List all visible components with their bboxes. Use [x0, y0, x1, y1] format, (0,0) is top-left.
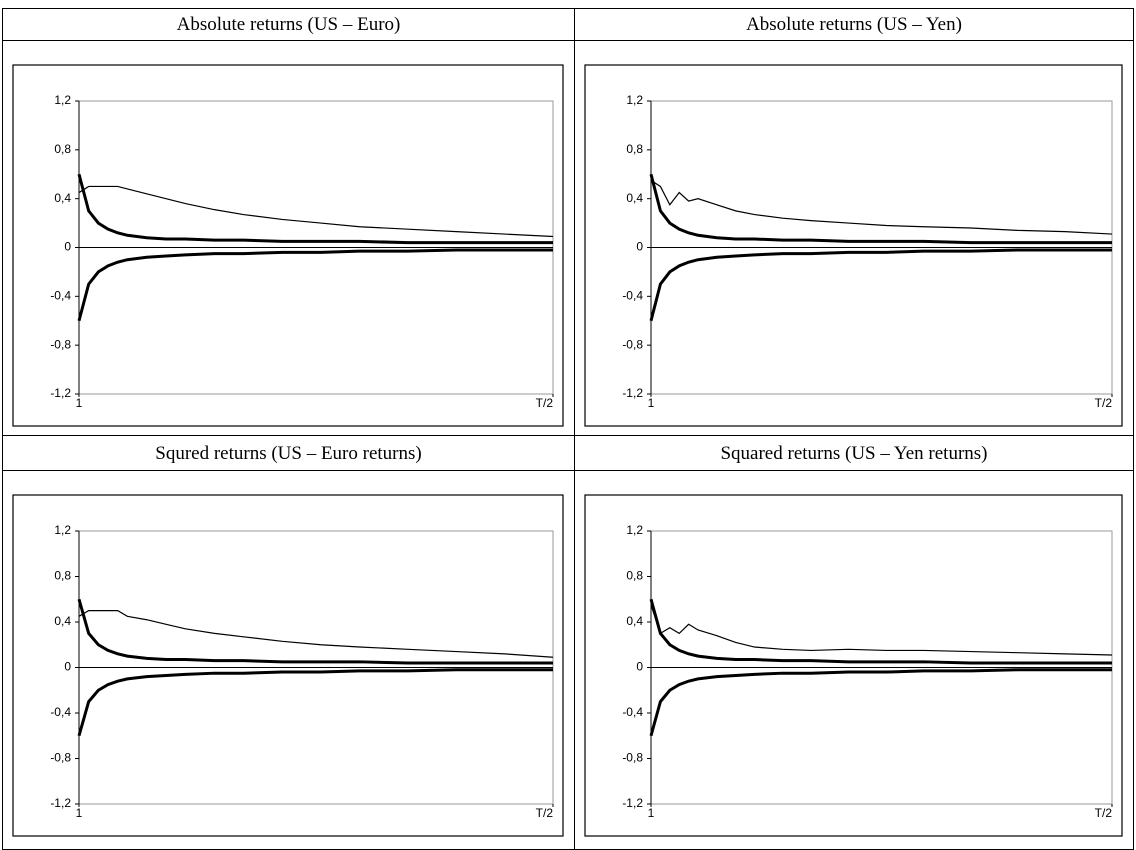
y-tick-label: 0,4: [626, 614, 643, 628]
y-tick-label: 0: [64, 660, 71, 674]
chart-frame: [584, 494, 1123, 837]
cell-title: Squared returns (US – Yen returns): [574, 435, 1134, 471]
y-tick-label: -1,2: [50, 796, 71, 810]
y-tick-label: 0,8: [54, 142, 71, 156]
x-tick-label: 1: [648, 396, 655, 410]
chart: 1,2 0,8 0,4 0 -0,4 -0,8 -1,2 1 T/2: [584, 64, 1123, 427]
y-tick-label: 0: [636, 660, 643, 674]
series-line: [649, 668, 1112, 737]
series-line: [649, 173, 1112, 245]
y-tick-label: -0,8: [50, 751, 71, 765]
x-tick-label: T/2: [536, 806, 554, 820]
chart-frame: [584, 64, 1123, 427]
series-line: [77, 598, 553, 665]
series-line: [78, 610, 554, 658]
y-tick-label: 0,8: [626, 142, 643, 156]
y-tick-label: 0,8: [626, 569, 643, 583]
y-tick-label: -1,2: [622, 796, 643, 810]
series-line: [649, 248, 1112, 322]
x-tick-label: T/2: [1095, 806, 1113, 820]
y-tick-label: 1,2: [54, 93, 71, 107]
x-tick-label: 1: [76, 396, 83, 410]
chart-cell: 1,2 0,8 0,4 0 -0,4 -0,8 -1,2 1 T/2: [574, 40, 1134, 436]
y-tick-label: 1,2: [626, 523, 643, 537]
y-tick-label: 1,2: [626, 93, 643, 107]
chart-cell: 1,2 0,8 0,4 0 -0,4 -0,8 -1,2 1 T/2: [574, 470, 1134, 850]
chart-cell: 1,2 0,8 0,4 0 -0,4 -0,8 -1,2 1 T/2: [2, 40, 575, 436]
x-tick-label: T/2: [536, 396, 554, 410]
series-line: [77, 248, 553, 322]
chart-frame: [12, 64, 564, 427]
y-tick-label: -1,2: [622, 386, 643, 400]
x-tick-label: 1: [76, 806, 83, 820]
y-tick-label: 0: [636, 240, 643, 254]
y-tick-label: 0,8: [54, 569, 71, 583]
y-tick-label: -0,4: [622, 705, 643, 719]
y-tick-label: -0,4: [50, 289, 71, 303]
cell-title: Absolute returns (US – Yen): [574, 8, 1134, 41]
series-line: [78, 185, 554, 238]
series-line: [650, 179, 1113, 235]
y-tick-label: 0,4: [54, 614, 71, 628]
y-tick-label: -1,2: [50, 386, 71, 400]
chart: 1,2 0,8 0,4 0 -0,4 -0,8 -1,2 1 T/2: [584, 494, 1123, 837]
series-line: [650, 604, 1113, 656]
cell-title: Squred returns (US – Euro returns): [2, 435, 575, 471]
cell-title: Absolute returns (US – Euro): [2, 8, 575, 41]
y-tick-label: -0,4: [50, 705, 71, 719]
y-tick-label: 1,2: [54, 523, 71, 537]
series-line: [649, 598, 1112, 665]
chart: 1,2 0,8 0,4 0 -0,4 -0,8 -1,2 1 T/2: [12, 64, 564, 427]
y-tick-label: -0,4: [622, 289, 643, 303]
chart-frame: [12, 494, 564, 837]
y-tick-label: 0,4: [54, 191, 71, 205]
y-tick-label: -0,8: [622, 337, 643, 351]
chart-cell: 1,2 0,8 0,4 0 -0,4 -0,8 -1,2 1 T/2: [2, 470, 575, 850]
series-line: [77, 173, 553, 245]
x-tick-label: T/2: [1095, 396, 1113, 410]
y-tick-label: 0: [64, 240, 71, 254]
y-tick-label: 0,4: [626, 191, 643, 205]
y-tick-label: -0,8: [622, 751, 643, 765]
chart: 1,2 0,8 0,4 0 -0,4 -0,8 -1,2 1 T/2: [12, 494, 564, 837]
series-line: [77, 668, 553, 737]
x-tick-label: 1: [648, 806, 655, 820]
y-tick-label: -0,8: [50, 337, 71, 351]
